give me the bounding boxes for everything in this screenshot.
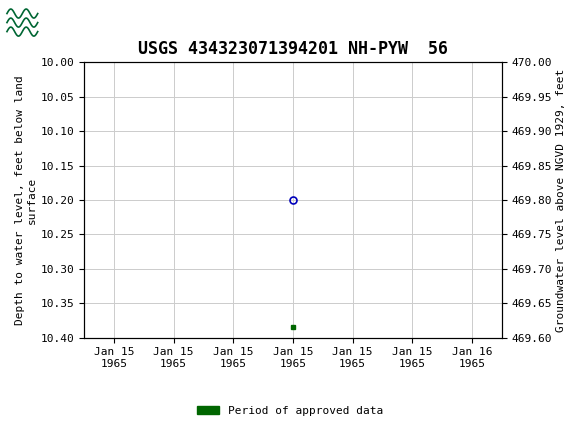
- Title: USGS 434323071394201 NH-PYW  56: USGS 434323071394201 NH-PYW 56: [138, 40, 448, 58]
- Legend: Period of approved data: Period of approved data: [193, 401, 387, 420]
- Y-axis label: Depth to water level, feet below land
surface: Depth to water level, feet below land su…: [15, 75, 37, 325]
- Y-axis label: Groundwater level above NGVD 1929, feet: Groundwater level above NGVD 1929, feet: [556, 68, 566, 332]
- Text: USGS: USGS: [44, 15, 80, 30]
- FancyBboxPatch shape: [6, 4, 75, 41]
